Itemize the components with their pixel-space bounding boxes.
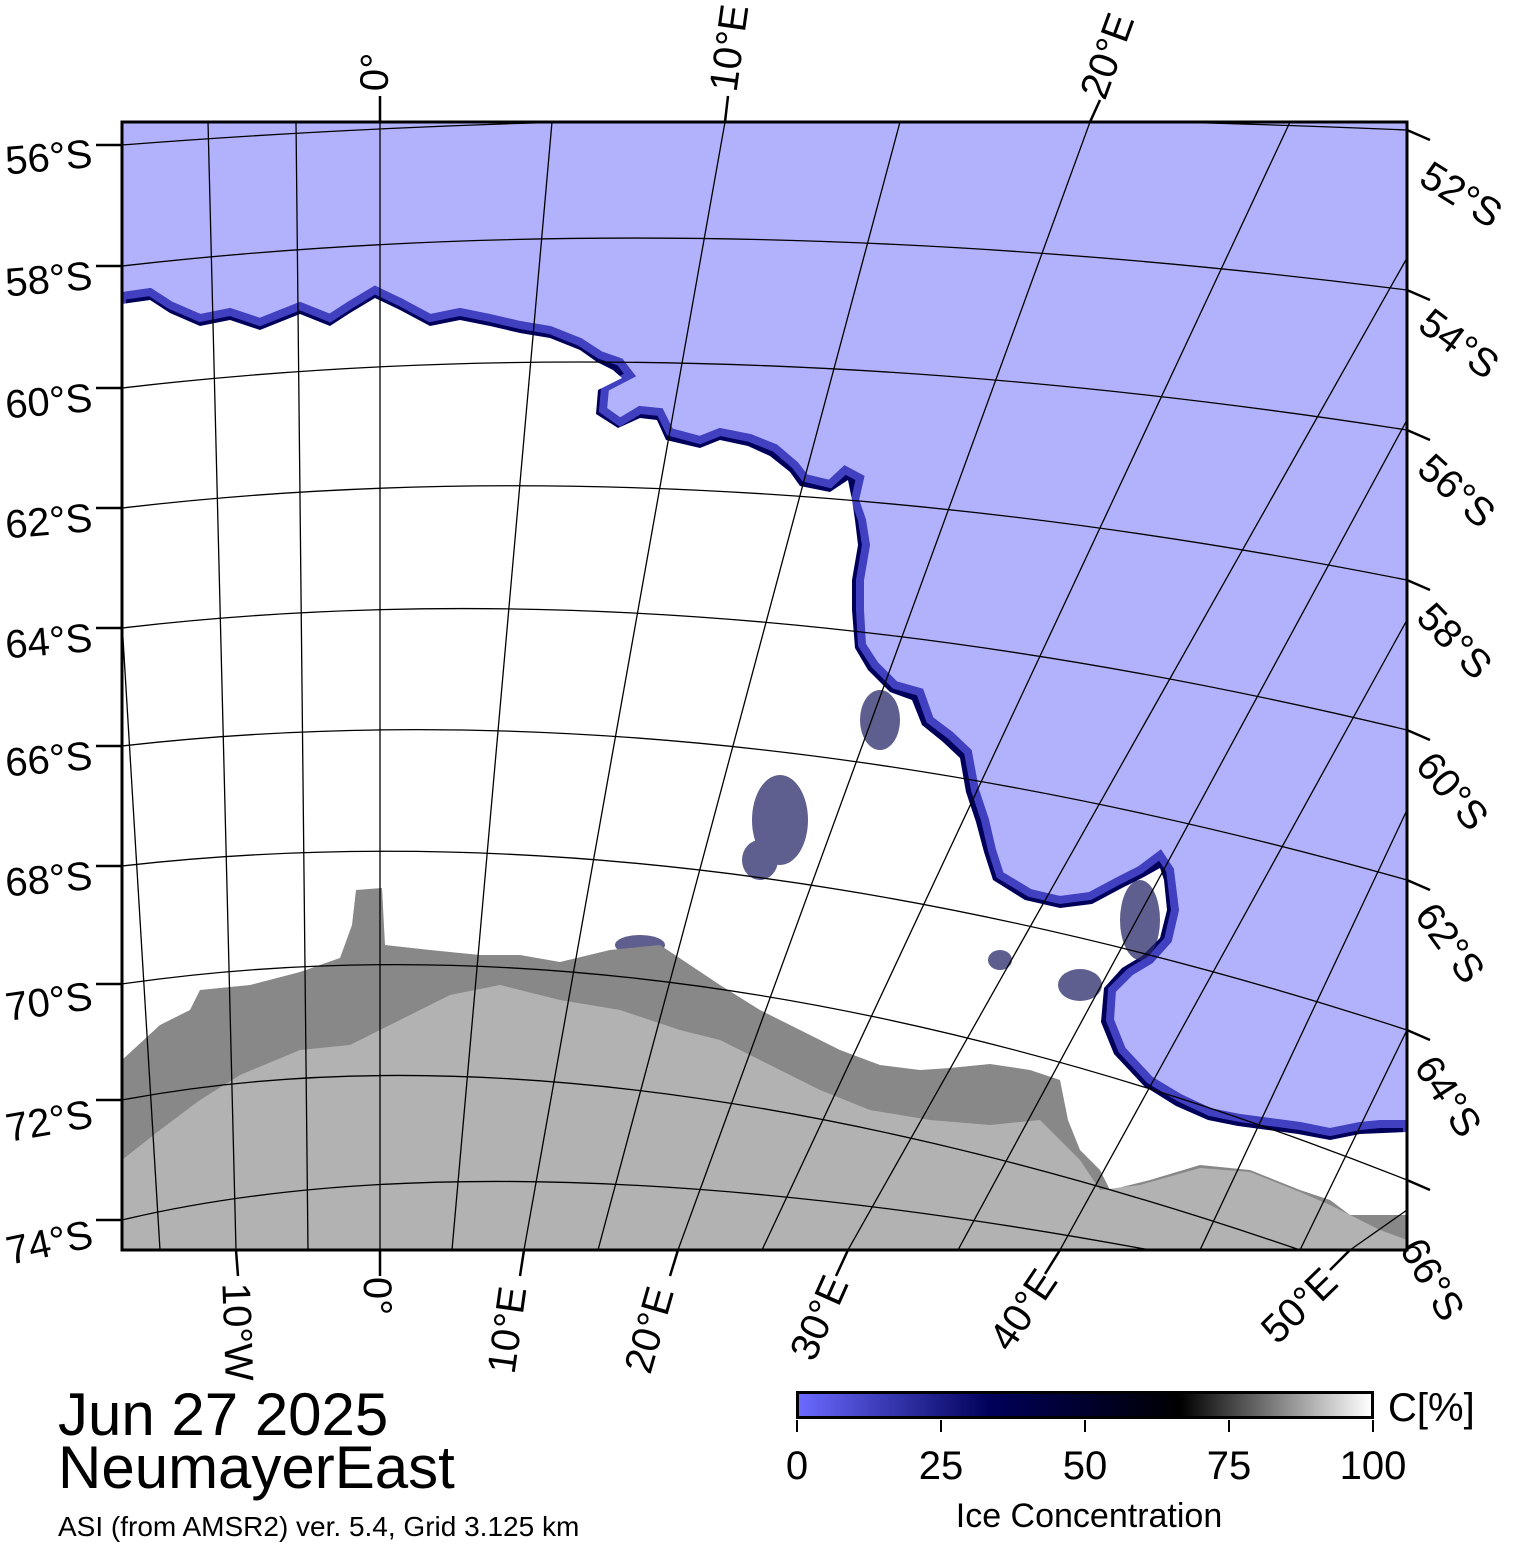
graticule-meridians: [122, 122, 1407, 1250]
colorbar-tick: [796, 1420, 798, 1432]
land: [122, 985, 1407, 1250]
lat-label-64s: 64°S: [3, 616, 94, 668]
colorbar-tick: [1228, 1420, 1230, 1432]
colorbar-title: Ice Concentration: [955, 1497, 1223, 1535]
map-frame: [120, 120, 1409, 1252]
lon-label-bottom-10w: 10°W: [213, 1282, 261, 1382]
colorbar-tick: [940, 1420, 942, 1432]
colorbar-tick-label: 75: [1206, 1444, 1252, 1488]
colorbar-tick: [1372, 1420, 1374, 1432]
frame-ticks: [96, 95, 1431, 1277]
lat-label-60s: 60°S: [3, 376, 94, 428]
colorbar-tick-label: 0: [785, 1444, 809, 1488]
colorbar-tick-label: 25: [918, 1444, 964, 1488]
lat-label-58s: 58°S: [3, 254, 94, 306]
colorbar-tick-label: 100: [1339, 1444, 1407, 1488]
colorbar-unit: C[%]: [1388, 1386, 1475, 1430]
lat-label-66s: 66°S: [3, 734, 94, 786]
lat-label-56s: 56°S: [3, 132, 94, 184]
colorbar-tick: [1084, 1420, 1086, 1432]
colorbar-tick-label: 50: [1062, 1444, 1108, 1488]
lat-label-68s: 68°S: [3, 854, 94, 906]
lon-label-top-0: 0°: [352, 52, 398, 92]
map-region: NeumayerEast: [58, 1434, 455, 1501]
lon-label-bottom-0: 0°: [355, 1276, 400, 1316]
lat-label-62s: 62°S: [3, 496, 94, 548]
ice-concentration-colorbar: [796, 1391, 1374, 1419]
map-date: Jun 27 2025: [58, 1381, 389, 1448]
product-info: ASI (from AMSR2) ver. 5.4, Grid 3.125 km: [58, 1511, 580, 1542]
